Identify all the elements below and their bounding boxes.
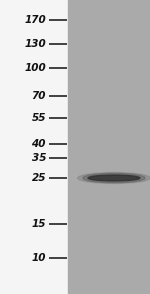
Text: 40: 40 (32, 139, 46, 149)
Text: 10: 10 (32, 253, 46, 263)
Text: 170: 170 (24, 15, 46, 25)
Ellipse shape (83, 173, 145, 183)
Text: 130: 130 (24, 39, 46, 49)
Ellipse shape (78, 173, 150, 183)
Text: 55: 55 (32, 113, 46, 123)
Text: 100: 100 (24, 63, 46, 73)
Ellipse shape (88, 175, 140, 181)
Text: 35: 35 (32, 153, 46, 163)
Text: 25: 25 (32, 173, 46, 183)
Text: 70: 70 (32, 91, 46, 101)
Bar (68, 0, 150, 294)
Text: 15: 15 (32, 219, 46, 229)
